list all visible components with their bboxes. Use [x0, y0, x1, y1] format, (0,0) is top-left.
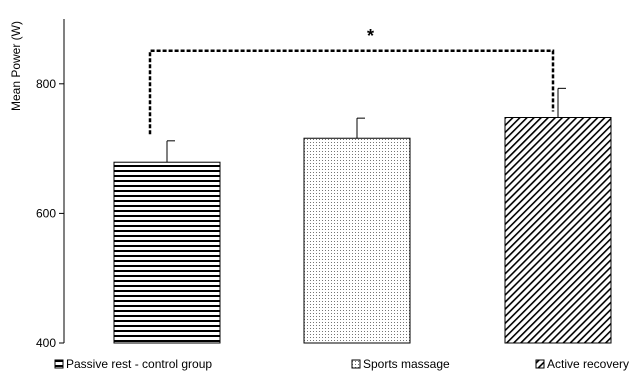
bar-1: [113, 161, 221, 344]
bar-3: [504, 116, 612, 344]
bars-group: [113, 116, 612, 344]
legend-swatch-3: [535, 359, 545, 369]
legend-label-2: Sports massage: [363, 357, 450, 371]
legend-swatch-2: [351, 359, 361, 369]
legend-label-1: Passive rest - control group: [66, 357, 212, 371]
significance-bracket-group: *: [148, 26, 555, 135]
error-bars-group: [166, 87, 566, 163]
y-axis-label: Mean Power (W): [9, 21, 23, 111]
legend-label-3: Active recovery: [547, 357, 629, 371]
y-tick-label: 600: [36, 206, 56, 220]
significance-label: *: [367, 26, 374, 46]
y-axis: 400 600 800: [36, 19, 65, 350]
significance-bracket: [148, 49, 555, 135]
legend-item-1: Passive rest - control group: [54, 357, 212, 371]
y-tick-label: 400: [36, 336, 56, 350]
legend-item-3: Active recovery: [535, 357, 629, 371]
legend-item-2: Sports massage: [351, 357, 450, 371]
legend: Passive rest - control group Sports massa…: [54, 357, 629, 371]
bar-2: [303, 137, 411, 344]
legend-swatch-1: [54, 359, 64, 369]
y-tick-label: 800: [36, 77, 56, 91]
